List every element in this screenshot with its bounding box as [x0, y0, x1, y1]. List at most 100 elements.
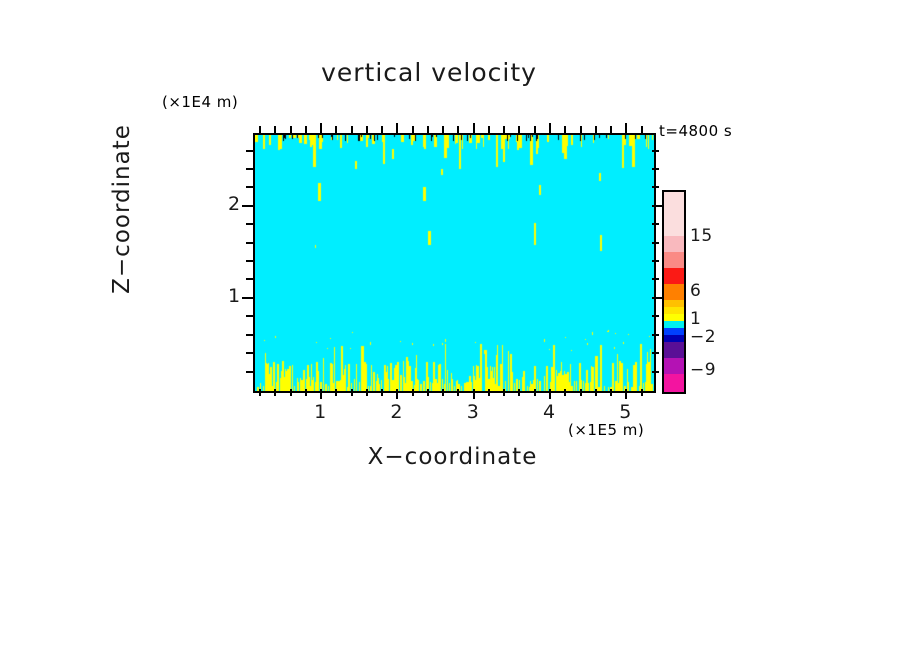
x-axis-tick	[594, 389, 597, 396]
page-title: vertical velocity	[0, 58, 904, 87]
velocity-field-canvas	[255, 135, 654, 391]
colorbar-band	[664, 321, 684, 328]
x-axis-title: X−coordinate	[367, 444, 538, 470]
y-axis-tick	[246, 260, 253, 263]
x-axis-tick-top	[640, 126, 643, 133]
y-axis-tick-right	[652, 186, 659, 189]
colorbar-band	[664, 307, 684, 314]
x-axis-tick-top	[564, 126, 567, 133]
x-axis-tick	[274, 389, 277, 396]
colorbar-band	[664, 314, 684, 321]
x-axis-tick-top	[487, 126, 490, 133]
colorbar-band	[664, 236, 684, 252]
x-axis-tick	[579, 389, 582, 396]
x-axis-tick	[503, 389, 506, 396]
colorbar-band	[664, 328, 684, 335]
colorbar-band	[664, 335, 684, 342]
y-axis-tick	[246, 241, 253, 244]
time-annotation: t=4800 s	[659, 122, 733, 140]
x-axis-tick	[289, 389, 292, 396]
y-axis-tick-label: 2	[228, 192, 241, 215]
y-axis-tick	[246, 333, 253, 336]
colorbar-tick-label: −9	[690, 360, 717, 380]
y-axis-unit-label: (×1E4 m)	[162, 93, 239, 111]
x-axis-tick-label: 1	[314, 401, 327, 423]
x-axis-tick-top	[381, 126, 384, 133]
plot-title-text: vertical velocity	[321, 58, 537, 87]
x-axis-tick	[518, 389, 521, 396]
x-axis-tick	[610, 389, 613, 396]
colorbar-tick-label: 6	[690, 281, 702, 301]
x-axis-tick	[304, 389, 307, 396]
y-axis-tick-right	[652, 352, 659, 355]
x-axis-tick	[426, 389, 429, 396]
y-axis-title: Z−coordinate	[109, 124, 135, 294]
x-axis-tick	[335, 389, 338, 396]
x-axis-tick	[533, 389, 536, 396]
x-axis-tick-top	[518, 126, 521, 133]
x-axis-tick-top	[304, 126, 307, 133]
y-axis-tick-right	[652, 333, 659, 336]
x-axis-tick	[365, 389, 368, 396]
y-axis-tick-right	[652, 370, 659, 373]
colorbar	[662, 190, 686, 394]
x-axis-tick-top	[426, 126, 429, 133]
colorbar-tick-label: 1	[690, 309, 702, 329]
y-axis-tick	[246, 370, 253, 373]
x-axis-tick-label: 3	[466, 401, 479, 423]
x-axis-tick-top	[335, 126, 338, 133]
x-axis-tick-top	[594, 126, 597, 133]
x-axis-tick	[320, 389, 323, 399]
x-axis-tick-top	[396, 123, 399, 133]
x-axis-tick	[625, 389, 628, 399]
x-axis-tick-top	[320, 123, 323, 133]
x-axis-tick-top	[259, 126, 262, 133]
x-axis-tick-top	[457, 126, 460, 133]
x-axis-tick-top	[625, 123, 628, 133]
y-axis-tick-right	[652, 167, 659, 170]
y-axis-tick-right	[652, 223, 659, 226]
y-axis-tick-right	[652, 278, 659, 281]
x-axis-tick-top	[289, 126, 292, 133]
x-axis-tick	[640, 389, 643, 396]
y-axis-tick	[246, 149, 253, 152]
x-axis-tick	[381, 389, 384, 396]
colorbar-band	[664, 342, 684, 358]
x-axis-tick-label: 2	[390, 401, 403, 423]
y-axis-tick	[246, 315, 253, 318]
x-axis-tick-top	[533, 126, 536, 133]
x-axis-tick	[396, 389, 399, 399]
x-axis-tick	[487, 389, 490, 396]
y-axis-tick-right	[652, 204, 663, 207]
x-axis-tick	[411, 389, 414, 396]
y-axis-tick	[246, 186, 253, 189]
colorbar-band	[664, 374, 684, 392]
x-axis-tick-top	[579, 126, 582, 133]
y-axis-tick-right	[652, 149, 659, 152]
colorbar-band	[664, 300, 684, 307]
x-axis-tick-top	[365, 126, 368, 133]
x-axis-tick-top	[503, 126, 506, 133]
x-axis-tick-top	[274, 126, 277, 133]
x-axis-tick-label: 5	[619, 401, 632, 423]
x-axis-tick-top	[610, 126, 613, 133]
x-axis-tick-top	[442, 126, 445, 133]
colorbar-band	[664, 284, 684, 300]
y-axis-tick-right	[652, 241, 659, 244]
colorbar-band	[664, 192, 684, 236]
colorbar-tick-label: 15	[690, 226, 713, 246]
colorbar-band	[664, 358, 684, 374]
x-axis-tick-top	[472, 123, 475, 133]
x-axis-tick-top	[411, 126, 414, 133]
y-axis-tick	[242, 296, 253, 299]
x-axis-tick-top	[549, 123, 551, 133]
y-axis-tick-right	[652, 315, 659, 318]
x-axis-tick	[564, 389, 567, 396]
y-axis-tick-right	[652, 260, 659, 263]
x-axis-unit-label: (×1E5 m)	[568, 421, 645, 439]
y-axis-tick	[242, 204, 253, 207]
x-axis-tick	[457, 389, 460, 396]
colorbar-band	[664, 268, 684, 284]
y-axis-tick	[246, 223, 253, 226]
y-axis-tick-label: 1	[228, 284, 241, 307]
